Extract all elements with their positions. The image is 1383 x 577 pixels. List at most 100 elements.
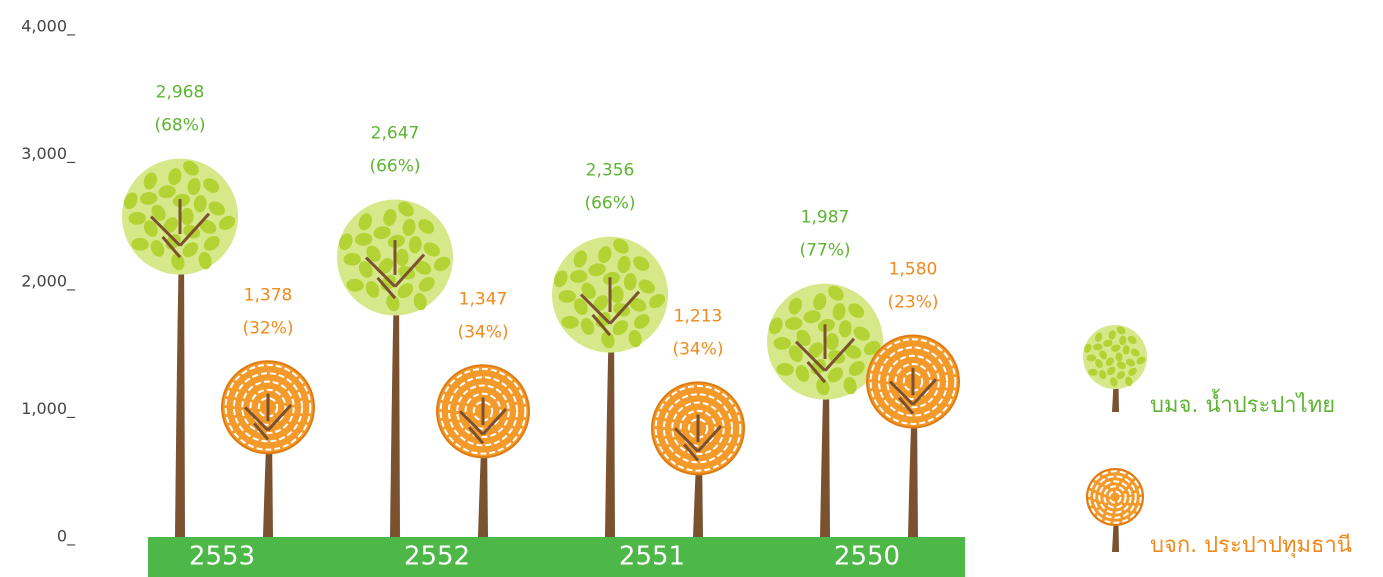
tree (436, 364, 530, 537)
ring (1103, 485, 1127, 509)
tree (122, 158, 238, 537)
leaf (1110, 377, 1118, 387)
ring (1088, 470, 1142, 524)
x-tick-label: 2551 (619, 542, 685, 572)
leaf (383, 208, 397, 227)
leaf (163, 217, 179, 233)
leaf (182, 242, 199, 258)
leaf (598, 246, 612, 264)
leaf (203, 178, 220, 193)
leaf (558, 289, 576, 303)
leaf (158, 185, 176, 199)
leaf (1094, 332, 1103, 343)
legend-icon (1083, 325, 1147, 412)
leaf (1136, 356, 1146, 365)
tree (651, 381, 745, 537)
leaf (768, 317, 783, 335)
ring (241, 380, 295, 435)
share-label: (34%) (457, 322, 508, 342)
leaf (581, 282, 596, 299)
ground (148, 537, 965, 577)
leaf (613, 238, 629, 254)
leaf (808, 342, 824, 359)
leaf (1125, 376, 1133, 387)
leaf (1103, 339, 1113, 347)
leaf (1099, 350, 1108, 360)
leaf (198, 251, 212, 270)
y-tick-label: 3,000_ (21, 144, 76, 164)
ring (679, 409, 717, 447)
tree (337, 199, 453, 537)
branches (579, 277, 641, 337)
ring (464, 392, 502, 430)
y-tick-label: 1,000_ (21, 399, 76, 419)
value-label: 2,647 (371, 124, 420, 144)
value-label: 2,356 (586, 161, 635, 181)
ring (439, 367, 527, 455)
x-tick-label: 2552 (404, 542, 470, 572)
leaf (1122, 345, 1130, 355)
ring (671, 401, 725, 456)
ring (1108, 490, 1122, 504)
leaf (623, 273, 637, 291)
leaf (423, 242, 440, 257)
tree (221, 360, 315, 537)
leaf (355, 232, 373, 246)
share-label: (66%) (584, 194, 635, 214)
leaf (617, 255, 631, 274)
share-label: (34%) (672, 339, 723, 359)
leaf (338, 233, 353, 251)
ring (869, 338, 957, 425)
leaf (1092, 343, 1103, 351)
branches (888, 367, 938, 415)
leaf (593, 295, 609, 312)
legend-icon (1086, 468, 1144, 552)
leaf (825, 332, 839, 351)
x-tick-label: 2553 (189, 542, 255, 572)
leaf (773, 337, 791, 350)
value-label: 1,580 (889, 260, 938, 280)
leaf (588, 263, 606, 277)
share-label: (68%) (154, 116, 205, 136)
trunk (390, 257, 400, 537)
leaf (143, 172, 158, 190)
leaf (838, 320, 852, 338)
leaf (573, 250, 588, 268)
leaf (1095, 359, 1103, 369)
leaf (553, 270, 568, 288)
leaf (199, 219, 217, 234)
ring (232, 372, 304, 443)
ring (224, 363, 312, 451)
leaf (395, 248, 409, 267)
value-label: 1,213 (674, 306, 723, 326)
leaf (418, 276, 435, 292)
leaf (1105, 357, 1114, 367)
leaf (218, 215, 236, 231)
leaf (131, 237, 149, 251)
leaf (1084, 343, 1092, 353)
leaf (143, 220, 158, 237)
leaf (358, 261, 373, 278)
ring (877, 346, 949, 417)
branches (673, 414, 723, 462)
leaf (378, 258, 394, 274)
leaf (813, 293, 827, 311)
branches (794, 324, 856, 384)
leaf (1128, 367, 1137, 376)
leaf (848, 303, 865, 318)
share-label: (32%) (242, 318, 293, 338)
leaf (788, 345, 803, 362)
leaf (418, 219, 435, 234)
ring (1098, 480, 1132, 514)
leaf (203, 236, 220, 251)
leaf (633, 256, 650, 271)
leaf (629, 297, 647, 312)
leaf (1116, 326, 1126, 335)
leaf (785, 317, 803, 330)
leaf (638, 279, 655, 294)
leaf (208, 201, 225, 216)
leaf (1116, 361, 1127, 370)
branches (364, 240, 426, 300)
y-tick-label: 0_ (57, 527, 76, 547)
leaf (408, 235, 422, 254)
